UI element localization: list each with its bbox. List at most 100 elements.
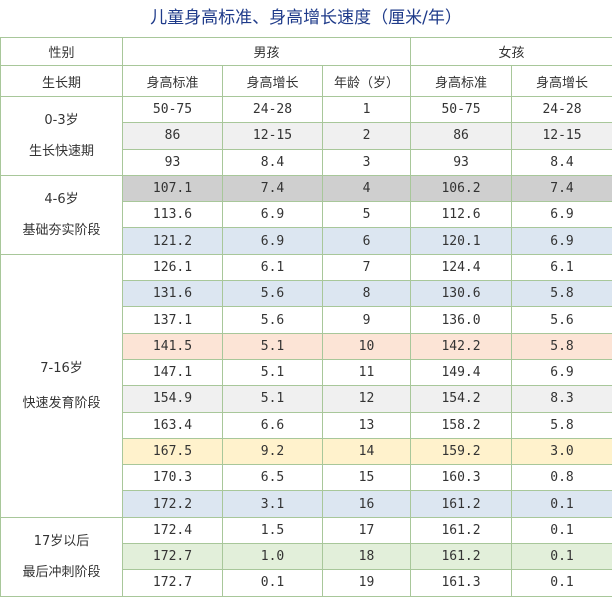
girl-height-std-cell: 161.2 [411, 491, 512, 517]
girl-height-std-cell: 50-75 [411, 97, 512, 123]
age-header: 年龄（岁） [323, 66, 411, 97]
girl-height-inc-cell: 6.9 [512, 228, 612, 254]
girl-height-std-cell: 124.4 [411, 254, 512, 280]
boy-height-std-cell: 121.2 [123, 228, 223, 254]
girl-height-inc-cell: 0.1 [512, 544, 612, 570]
gender-header: 性别 [1, 38, 123, 66]
boy-height-std-cell: 170.3 [123, 465, 223, 491]
boy-height-std-cell: 172.7 [123, 544, 223, 570]
boy-height-inc-cell: 9.2 [223, 438, 323, 464]
girl-height-inc-cell: 12-15 [512, 123, 612, 149]
girl-height-inc-cell: 7.4 [512, 175, 612, 201]
girl-height-inc-cell: 6.9 [512, 359, 612, 385]
boy-height-std-cell: 163.4 [123, 412, 223, 438]
age-cell: 19 [323, 570, 411, 596]
boy-height-inc-cell: 0.1 [223, 570, 323, 596]
boy-height-inc-header: 身高增长 [223, 66, 323, 97]
boy-height-std-cell: 147.1 [123, 359, 223, 385]
boy-height-inc-cell: 5.1 [223, 359, 323, 385]
boy-height-inc-cell: 5.6 [223, 281, 323, 307]
age-cell: 4 [323, 175, 411, 201]
stage-age-range: 7-16岁 [1, 362, 122, 375]
boy-height-inc-cell: 1.0 [223, 544, 323, 570]
boy-height-std-cell: 167.5 [123, 438, 223, 464]
age-cell: 3 [323, 149, 411, 175]
girl-height-std-cell: 112.6 [411, 202, 512, 228]
boy-height-inc-cell: 6.5 [223, 465, 323, 491]
stage-name: 最后冲刺阶段 [1, 566, 122, 579]
age-cell: 8 [323, 281, 411, 307]
girl-height-std-cell: 161.2 [411, 517, 512, 543]
girl-height-std-cell: 93 [411, 149, 512, 175]
age-cell: 5 [323, 202, 411, 228]
girl-height-inc-cell: 6.9 [512, 202, 612, 228]
age-cell: 15 [323, 465, 411, 491]
girl-height-std-header: 身高标准 [411, 66, 512, 97]
girl-height-std-cell: 158.2 [411, 412, 512, 438]
age-cell: 6 [323, 228, 411, 254]
girl-height-inc-cell: 0.1 [512, 491, 612, 517]
boy-height-inc-cell: 5.6 [223, 307, 323, 333]
age-cell: 10 [323, 333, 411, 359]
stage-age-range: 0-3岁 [1, 114, 122, 127]
girl-height-std-cell: 159.2 [411, 438, 512, 464]
age-cell: 1 [323, 97, 411, 123]
girl-height-inc-cell: 0.1 [512, 570, 612, 596]
age-cell: 11 [323, 359, 411, 385]
girl-height-inc-cell: 3.0 [512, 438, 612, 464]
stage-cell: 17岁以后最后冲刺阶段 [1, 517, 123, 596]
girl-height-std-cell: 120.1 [411, 228, 512, 254]
boy-height-inc-cell: 1.5 [223, 517, 323, 543]
girl-height-std-cell: 154.2 [411, 386, 512, 412]
girl-height-std-cell: 106.2 [411, 175, 512, 201]
header-row-2: 生长期 身高标准 身高增长 年龄（岁） 身高标准 身高增长 [1, 66, 612, 97]
stage-age-range: 17岁以后 [1, 535, 122, 548]
boy-height-std-cell: 107.1 [123, 175, 223, 201]
boy-height-inc-cell: 6.9 [223, 202, 323, 228]
girl-height-std-cell: 136.0 [411, 307, 512, 333]
age-cell: 12 [323, 386, 411, 412]
girl-height-inc-cell: 0.1 [512, 517, 612, 543]
boy-header: 男孩 [123, 38, 411, 66]
boy-height-inc-cell: 6.6 [223, 412, 323, 438]
boy-height-inc-cell: 6.1 [223, 254, 323, 280]
age-cell: 14 [323, 438, 411, 464]
boy-height-std-cell: 113.6 [123, 202, 223, 228]
boy-height-std-cell: 126.1 [123, 254, 223, 280]
girl-height-inc-cell: 24-28 [512, 97, 612, 123]
age-cell: 9 [323, 307, 411, 333]
boy-height-std-cell: 93 [123, 149, 223, 175]
boy-height-inc-cell: 24-28 [223, 97, 323, 123]
stage-cell: 4-6岁基础夯实阶段 [1, 175, 123, 254]
stage-name: 基础夯实阶段 [1, 224, 122, 237]
boy-height-std-cell: 141.5 [123, 333, 223, 359]
girl-height-inc-cell: 5.6 [512, 307, 612, 333]
girl-height-inc-cell: 8.3 [512, 386, 612, 412]
girl-height-std-cell: 161.3 [411, 570, 512, 596]
period-header: 生长期 [1, 66, 123, 97]
boy-height-std-cell: 154.9 [123, 386, 223, 412]
girl-header: 女孩 [411, 38, 612, 66]
boy-height-inc-cell: 5.1 [223, 333, 323, 359]
age-cell: 18 [323, 544, 411, 570]
boy-height-inc-cell: 3.1 [223, 491, 323, 517]
girl-height-inc-cell: 5.8 [512, 281, 612, 307]
height-table: 性别 男孩 女孩 生长期 身高标准 身高增长 年龄（岁） 身高标准 身高增长 0… [0, 37, 612, 597]
boy-height-std-cell: 172.2 [123, 491, 223, 517]
stage-age-range: 4-6岁 [1, 193, 122, 206]
boy-height-std-cell: 50-75 [123, 97, 223, 123]
page-title: 儿童身高标准、身高增长速度（厘米/年） [0, 0, 612, 37]
girl-height-std-cell: 142.2 [411, 333, 512, 359]
girl-height-inc-header: 身高增长 [512, 66, 612, 97]
boy-height-std-header: 身高标准 [123, 66, 223, 97]
age-cell: 13 [323, 412, 411, 438]
boy-height-std-cell: 137.1 [123, 307, 223, 333]
girl-height-std-cell: 149.4 [411, 359, 512, 385]
girl-height-inc-cell: 5.8 [512, 333, 612, 359]
boy-height-inc-cell: 7.4 [223, 175, 323, 201]
girl-height-inc-cell: 0.8 [512, 465, 612, 491]
